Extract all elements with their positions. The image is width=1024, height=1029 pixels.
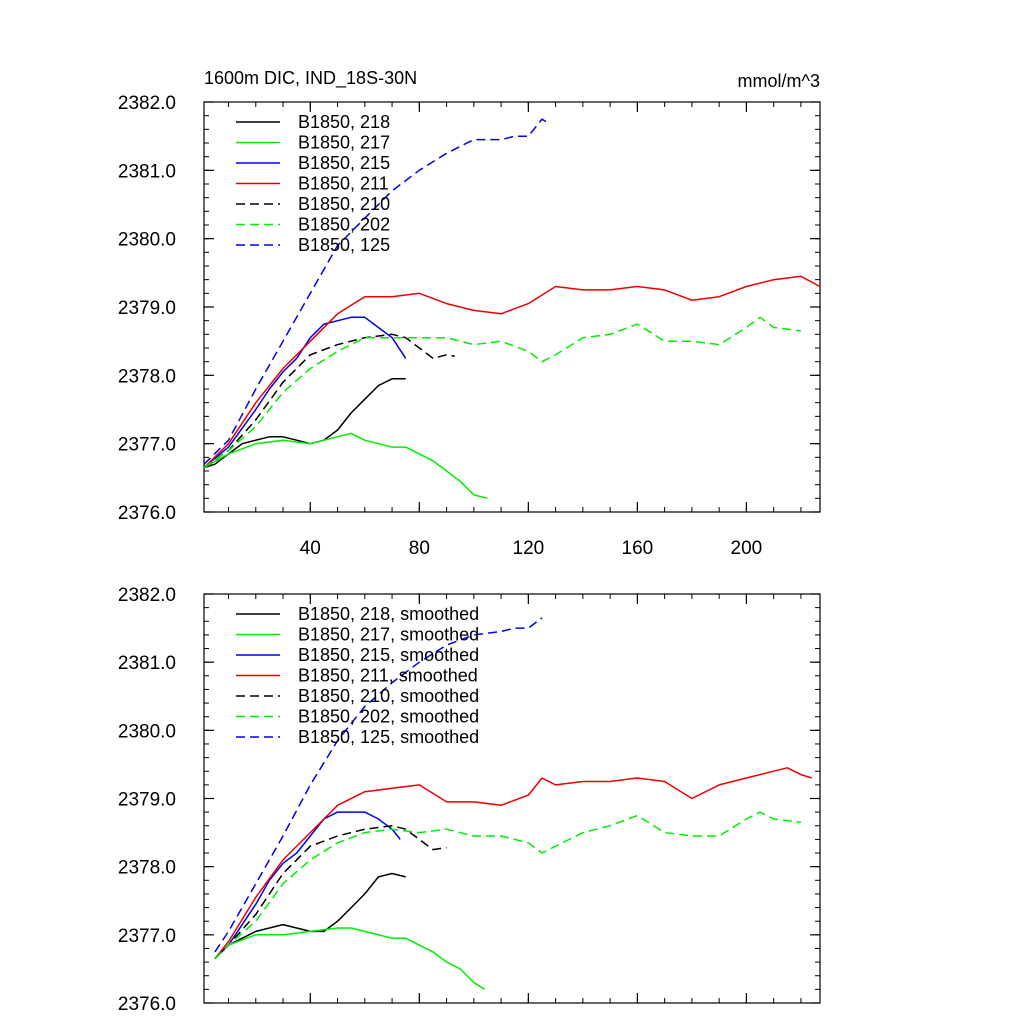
series-line-0 <box>203 378 406 469</box>
y-tick-label: 2378.0 <box>118 366 176 387</box>
series-line-4 <box>203 333 455 469</box>
series-line-1 <box>203 432 488 500</box>
x-tick-label: 120 <box>513 538 545 559</box>
y-tick-label: 2377.0 <box>118 926 176 947</box>
x-tick-label: 200 <box>731 538 763 559</box>
legend-label: B1850, 218 <box>298 112 390 132</box>
series-line-3 <box>203 275 821 469</box>
y-tick-label: 2381.0 <box>118 653 176 674</box>
y-tick-label: 2380.0 <box>118 230 176 251</box>
plot-frame <box>203 593 821 1004</box>
x-tick-label: 40 <box>300 538 321 559</box>
legend-label: B1850, 202, smoothed <box>298 707 479 727</box>
legend-label: B1850, 125 <box>298 235 390 255</box>
y-tick-label: 2379.0 <box>118 790 176 811</box>
legend-label: B1850, 211 <box>298 174 389 194</box>
top-panel: 2376.0 2377.0 2378.0 2379.0 2380.0 2381.0 2382… <box>118 93 821 559</box>
plot-frame <box>203 101 821 513</box>
y-tick-label: 2382.0 <box>118 585 176 606</box>
series-line-2 <box>214 811 401 960</box>
legend-label: B1850, 218, smoothed <box>298 604 479 624</box>
y-tick-label: 2382.0 <box>118 93 176 114</box>
y-tick-label: 2376.0 <box>118 994 176 1015</box>
legend-label: B1850, 125, smoothed <box>298 727 479 747</box>
y-tick-label: 2378.0 <box>118 858 176 879</box>
x-tick-label: 80 <box>409 538 430 559</box>
legend-label: B1850, 202 <box>298 215 390 235</box>
legend-label: B1850, 210 <box>298 194 390 214</box>
y-tick-label: 2380.0 <box>118 721 176 742</box>
series-line-3 <box>214 767 813 960</box>
series-line-2 <box>203 316 407 469</box>
legend-label: B1850, 211, smoothed <box>298 666 478 686</box>
series-line-1 <box>214 927 486 991</box>
chart-title: 1600m DIC, IND_18S-30N <box>204 68 417 89</box>
x-tick-label: 160 <box>622 538 654 559</box>
legend-label: B1850, 215 <box>298 153 390 173</box>
legend-label: B1850, 217, smoothed <box>298 625 479 645</box>
y-tick-label: 2381.0 <box>118 161 176 182</box>
y-tick-label: 2379.0 <box>118 298 176 319</box>
legend-label: B1850, 210, smoothed <box>298 686 479 706</box>
series-line-6 <box>203 118 548 465</box>
units-label: mmol/m^3 <box>738 71 820 91</box>
y-tick-label: 2377.0 <box>118 435 176 456</box>
series-line-6 <box>214 617 543 953</box>
legend-label: B1850, 215, smoothed <box>298 645 479 665</box>
bottom-panel: 2376.0 2377.0 2378.0 2379.0 2380.0 2381.0 2382… <box>118 585 821 1015</box>
series-line-4 <box>214 825 447 960</box>
series-line-5 <box>214 811 801 960</box>
legend-label: B1850, 217 <box>298 133 390 153</box>
series-line-5 <box>203 316 801 469</box>
y-tick-label: 2376.0 <box>118 503 176 524</box>
